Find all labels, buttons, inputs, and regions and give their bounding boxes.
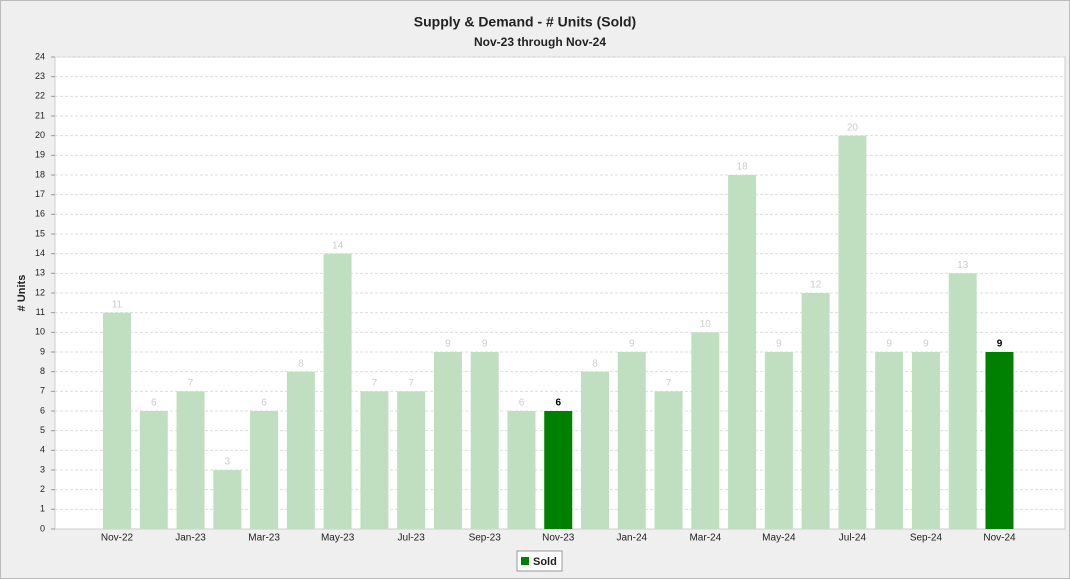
bar (286, 371, 315, 529)
bar (139, 411, 168, 529)
value-label: 10 (700, 319, 712, 330)
value-label: 9 (923, 339, 929, 350)
y-tick-label: 6 (40, 405, 45, 415)
y-tick-label: 13 (35, 268, 45, 278)
y-tick-label: 20 (35, 130, 45, 140)
legend-swatch (521, 557, 529, 565)
value-label: 8 (592, 358, 598, 369)
bar (728, 175, 757, 529)
y-tick-label: 3 (40, 464, 45, 474)
value-label: 9 (445, 339, 451, 350)
x-tick-label: Jan-24 (616, 533, 647, 544)
bar (103, 312, 131, 529)
y-tick-label: 24 (35, 51, 45, 61)
y-tick-label: 19 (35, 150, 45, 160)
x-tick-label: Jul-23 (398, 533, 426, 544)
y-tick-label: 17 (35, 189, 45, 199)
value-label: 9 (776, 339, 782, 350)
value-label: 9 (629, 339, 635, 350)
x-tick-label: Mar-23 (248, 533, 280, 544)
y-tick-label: 4 (40, 445, 45, 455)
value-label: 8 (298, 358, 304, 369)
bar (838, 135, 867, 529)
y-tick-label: 15 (35, 228, 45, 238)
value-label: 14 (332, 240, 344, 251)
y-tick-label: 23 (35, 71, 45, 81)
y-tick-label: 21 (35, 110, 45, 120)
value-label: 18 (737, 162, 749, 173)
value-label: 6 (555, 398, 561, 409)
y-tick-label: 16 (35, 209, 45, 219)
value-label: 7 (666, 378, 672, 389)
bar (250, 411, 279, 529)
bar (764, 352, 793, 529)
x-tick-label: Nov-23 (542, 533, 575, 544)
bar (176, 391, 205, 529)
bar (801, 293, 830, 529)
bar (911, 352, 940, 529)
value-label: 3 (225, 457, 231, 468)
bar (985, 352, 1014, 529)
bar (360, 391, 389, 529)
bar (507, 411, 536, 529)
chart-title: Supply & Demand - # Units (Sold) (414, 14, 636, 30)
bar (397, 391, 426, 529)
value-label: 12 (810, 280, 822, 291)
value-label: 6 (519, 398, 525, 409)
x-tick-label: Sep-24 (910, 533, 943, 544)
value-label: 13 (957, 260, 969, 271)
y-tick-label: 5 (40, 425, 45, 435)
y-tick-label: 14 (35, 248, 45, 258)
x-tick-label: Sep-23 (469, 533, 502, 544)
y-tick-label: 22 (35, 91, 45, 101)
bar (433, 352, 462, 529)
bar (948, 273, 977, 529)
bar (581, 371, 610, 529)
value-label: 7 (408, 378, 414, 389)
value-label: 9 (482, 339, 488, 350)
value-label: 9 (997, 339, 1003, 350)
legend (516, 550, 563, 572)
y-tick-label: 9 (40, 346, 45, 356)
bar (470, 352, 499, 529)
value-label: 6 (261, 398, 267, 409)
y-axis-label: # Units (16, 275, 28, 312)
x-tick-label: May-23 (321, 533, 355, 544)
bar (544, 411, 573, 529)
y-tick-label: 10 (35, 327, 45, 337)
y-tick-label: 2 (40, 484, 45, 494)
value-label: 9 (886, 339, 892, 350)
x-tick-label: Jan-23 (175, 533, 206, 544)
x-tick-label: Jul-24 (839, 533, 867, 544)
x-tick-label: Nov-24 (983, 533, 1016, 544)
bar (875, 352, 904, 529)
x-tick-label: Mar-24 (689, 533, 721, 544)
y-tick-label: 12 (35, 287, 45, 297)
y-tick-label: 8 (40, 366, 45, 376)
value-label: 20 (847, 122, 859, 133)
bar (213, 470, 242, 529)
y-tick-label: 18 (35, 169, 45, 179)
value-label: 6 (151, 398, 157, 409)
x-tick-label: Nov-22 (101, 533, 134, 544)
x-tick-label: May-24 (762, 533, 796, 544)
bar (691, 332, 720, 529)
y-tick-label: 1 (40, 504, 45, 514)
bar (323, 253, 352, 529)
y-tick-label: 7 (40, 386, 45, 396)
legend-label: Sold (533, 556, 557, 568)
value-label: 11 (112, 299, 123, 310)
value-label: 7 (372, 378, 378, 389)
chart-subtitle: Nov-23 through Nov-24 (474, 35, 606, 49)
value-label: 7 (188, 378, 194, 389)
y-tick-label: 11 (36, 307, 45, 317)
bar (617, 352, 646, 529)
bar (654, 391, 683, 529)
y-tick-label: 0 (40, 523, 45, 533)
